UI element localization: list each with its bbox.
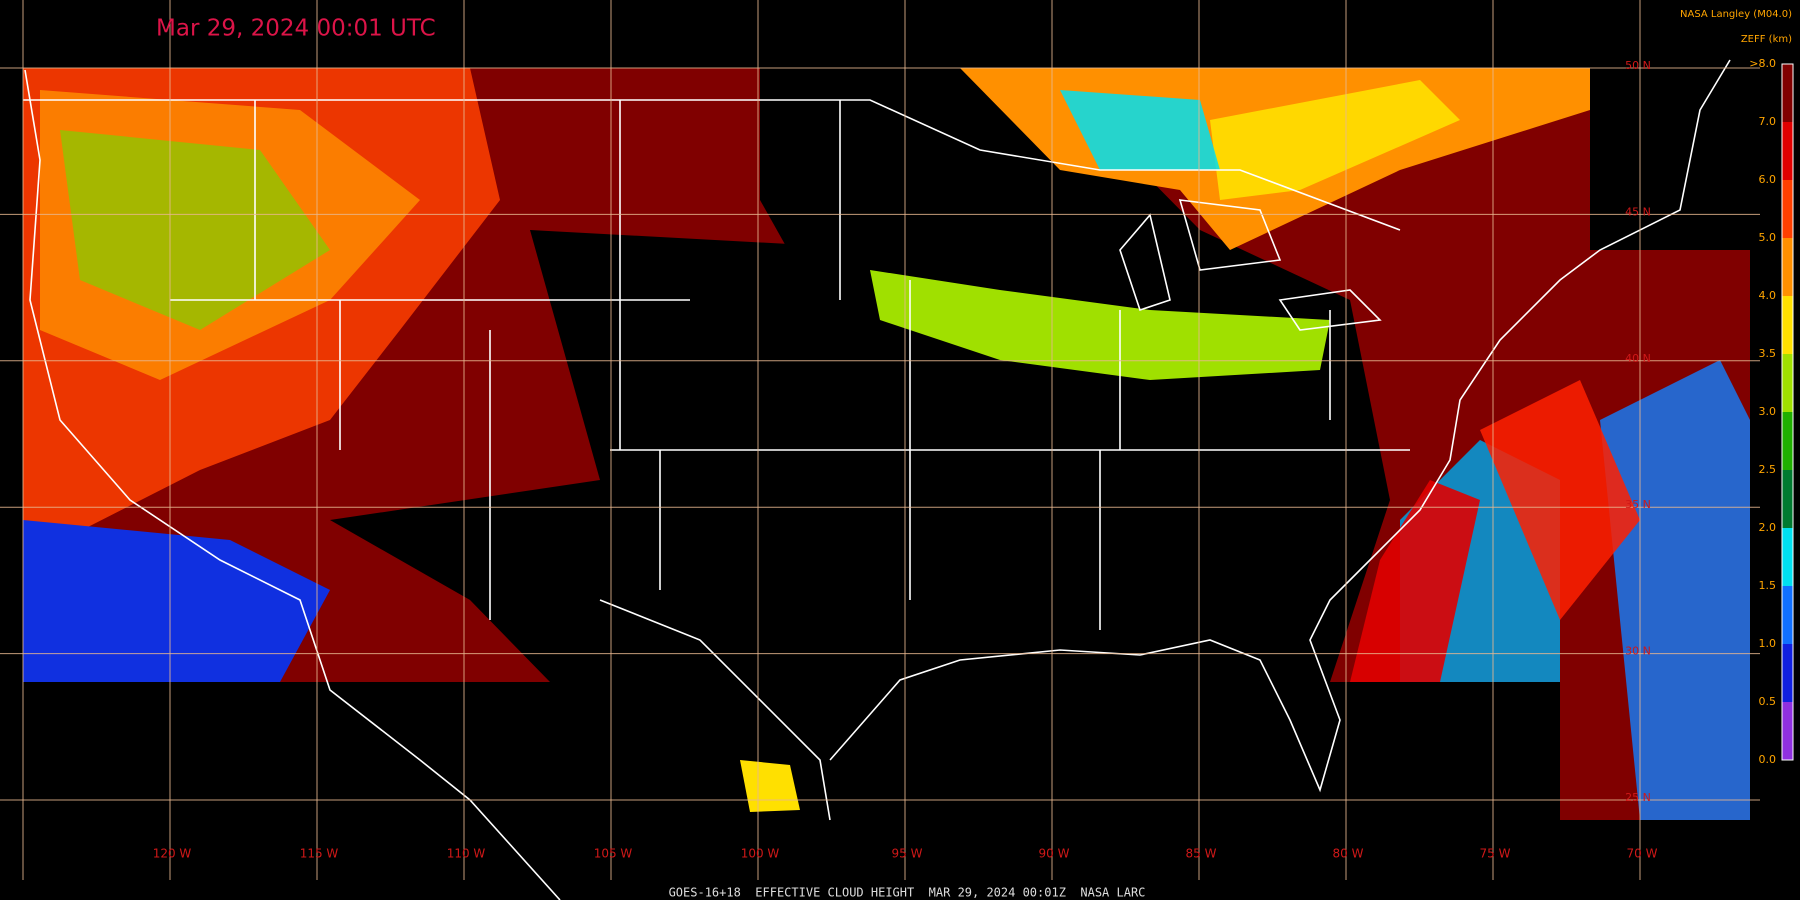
colorbar-tick-label: 6.0 — [1759, 173, 1777, 186]
colorbar-band — [1782, 296, 1793, 354]
colorbar-band — [1782, 180, 1793, 238]
colorbar-tick-label: 3.0 — [1759, 405, 1777, 418]
colorbar-tick-label: 2.5 — [1759, 463, 1777, 476]
longitude-label: 100 W — [741, 847, 780, 861]
latitude-label: 25 N — [1625, 791, 1651, 804]
latitude-label: 30 N — [1625, 645, 1651, 658]
colorbar-tick-label: 1.0 — [1759, 637, 1777, 650]
cloud-mid — [1480, 380, 1640, 620]
cloud-mid — [1350, 480, 1480, 682]
cloud-field — [23, 68, 1750, 820]
longitude-label: 110 W — [447, 847, 486, 861]
colorbar: >8.0 7.0 6.0 5.0 4.0 3.5 3.0 2.5 2.0 1.5 1.0 0.5 0.0 — [1749, 57, 1794, 766]
colorbar-band — [1782, 122, 1793, 180]
state-borders — [170, 100, 1410, 630]
colorbar-band — [1782, 64, 1793, 122]
colorbar-tick-label: 2.0 — [1759, 521, 1777, 534]
footer: GOES-16+18 EFFECTIVE CLOUD HEIGHT MAR 29… — [669, 886, 1146, 900]
colorbar-tick-label: 3.5 — [1759, 347, 1777, 360]
colorbar-label: ZEFF (km) — [1741, 34, 1792, 45]
latitude-label: 50 N — [1625, 59, 1651, 72]
graticule: 120 W 115 W 110 W 105 W 100 W 95 W 90 W 85 W 80 … — [0, 0, 1760, 880]
colorbar-band — [1782, 586, 1793, 644]
colorbar-tick-label: 7.0 — [1759, 115, 1777, 128]
longitude-label: 120 W — [153, 847, 192, 861]
latitude-label: 45 N — [1625, 205, 1651, 218]
colorbar-tick-label: 1.5 — [1759, 579, 1777, 592]
colorbar-tick-label: >8.0 — [1749, 57, 1776, 70]
credit: NASA Langley (M04.0) — [1680, 9, 1792, 20]
colorbar-frame — [1781, 63, 1794, 761]
longitude-label: 115 W — [300, 847, 339, 861]
cloud-mid — [870, 270, 1330, 380]
cloud-mid — [1210, 80, 1460, 200]
cloud-low — [23, 520, 330, 682]
coastlines-borders — [23, 59, 1731, 900]
colorbar-band — [1782, 238, 1793, 296]
longitude-label: 80 W — [1333, 847, 1364, 861]
longitude-label: 75 W — [1480, 847, 1511, 861]
longitude-label: 70 W — [1627, 847, 1658, 861]
colorbar-tick-label: 4.0 — [1759, 289, 1777, 302]
northern-border — [23, 99, 1401, 231]
title: Mar 29, 2024 00:01 UTC — [156, 16, 436, 42]
colorbar-tick-label: 0.5 — [1759, 695, 1777, 708]
colorbar-band — [1782, 528, 1793, 586]
longitude-label: 85 W — [1186, 847, 1217, 861]
longitude-label: 95 W — [892, 847, 923, 861]
colorbar-tick-label: 0.0 — [1759, 753, 1777, 766]
cloud-mid — [740, 760, 800, 812]
colorbar-band — [1782, 644, 1793, 702]
colorbar-band — [1782, 470, 1793, 528]
colorbar-band — [1782, 412, 1793, 470]
clear-sky — [330, 230, 1000, 682]
cloud-low — [60, 130, 330, 330]
latitude-label: 35 N — [1625, 498, 1651, 511]
latitude-label: 40 N — [1625, 352, 1651, 365]
clear-sky — [760, 68, 1390, 682]
great-lakes — [1119, 199, 1382, 331]
east-gulf-coast — [599, 59, 1731, 821]
west-coast — [24, 69, 561, 900]
longitude-label: 105 W — [594, 847, 633, 861]
colorbar-tick-label: 5.0 — [1759, 231, 1777, 244]
longitude-label: 90 W — [1039, 847, 1070, 861]
cloud-low — [1600, 360, 1750, 820]
cloud-low — [1060, 90, 1220, 170]
colorbar-band — [1782, 354, 1793, 412]
colorbar-band — [1782, 702, 1793, 760]
